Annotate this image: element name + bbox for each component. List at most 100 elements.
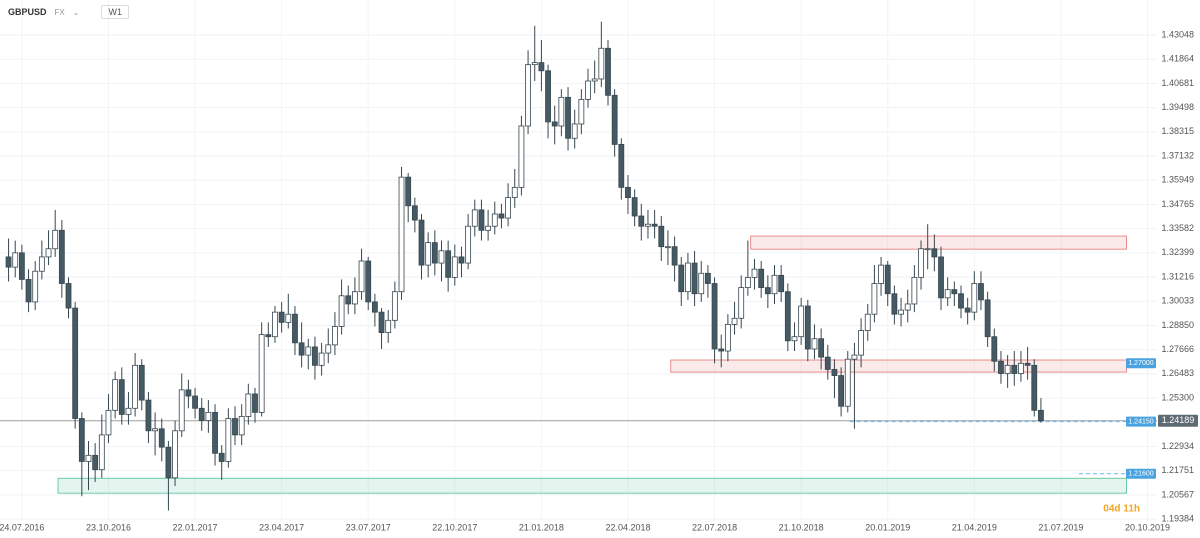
candle-body bbox=[498, 213, 505, 219]
candle-body bbox=[478, 209, 485, 231]
candle-body bbox=[332, 326, 338, 346]
y-tick-label: 1.41864 bbox=[1161, 54, 1194, 64]
candle-body bbox=[352, 291, 358, 305]
candle-body bbox=[738, 287, 745, 319]
candle-body bbox=[551, 121, 558, 127]
candle-body bbox=[878, 264, 884, 284]
bar-countdown: 04d 11h bbox=[1103, 504, 1140, 515]
candle-body bbox=[292, 313, 298, 344]
y-tick-label: 1.40681 bbox=[1161, 78, 1194, 88]
candle-body bbox=[365, 260, 372, 303]
candle-body bbox=[698, 272, 705, 295]
candle-body bbox=[378, 311, 385, 334]
y-tick-label: 1.30033 bbox=[1161, 296, 1194, 306]
x-tick-label: 21.01.2018 bbox=[519, 522, 564, 532]
candle-body bbox=[578, 99, 585, 125]
candle-body bbox=[864, 313, 871, 331]
candle-body bbox=[898, 309, 904, 315]
candle-body bbox=[518, 125, 525, 188]
candle-body bbox=[744, 276, 751, 289]
level-label-box bbox=[1126, 468, 1156, 479]
candle-body bbox=[531, 62, 538, 66]
candle-body bbox=[844, 358, 851, 407]
last-price-box bbox=[1158, 414, 1198, 427]
candle-body bbox=[245, 393, 252, 417]
market: FX bbox=[54, 7, 65, 17]
candle-body bbox=[212, 411, 218, 454]
price-zone bbox=[670, 359, 1127, 373]
x-tick-label: 21.04.2019 bbox=[952, 522, 997, 532]
y-tick-label: 1.20567 bbox=[1161, 489, 1194, 499]
candle-body bbox=[685, 262, 691, 293]
candle-body bbox=[112, 379, 119, 411]
candle-body bbox=[851, 354, 858, 360]
price-zone bbox=[57, 477, 1127, 494]
candle-body bbox=[771, 274, 778, 295]
candle-body bbox=[984, 299, 991, 338]
y-tick-label: 1.27666 bbox=[1161, 344, 1194, 354]
candle-body bbox=[991, 336, 998, 362]
symbol[interactable]: GBPUSD bbox=[8, 7, 47, 17]
candle-body bbox=[465, 225, 472, 264]
candle-body bbox=[724, 324, 731, 352]
candle-body bbox=[425, 242, 432, 266]
candle-body bbox=[758, 268, 765, 289]
y-tick-label: 1.37132 bbox=[1161, 150, 1194, 160]
candle-body bbox=[218, 452, 225, 462]
candle-body bbox=[238, 416, 245, 436]
y-tick-label: 1.21751 bbox=[1161, 465, 1194, 475]
candle-body bbox=[791, 336, 798, 342]
candle-body bbox=[98, 434, 105, 471]
candle-body bbox=[232, 418, 238, 436]
candle-body bbox=[431, 242, 438, 264]
candle-body bbox=[1038, 409, 1044, 422]
candle-body bbox=[645, 223, 651, 227]
level-label-box bbox=[1126, 358, 1156, 369]
candle-body bbox=[451, 256, 458, 278]
candle-body bbox=[32, 270, 39, 303]
candle-body bbox=[565, 96, 571, 139]
candle-body bbox=[705, 272, 711, 284]
candle-body bbox=[272, 311, 278, 338]
x-tick-label: 23.04.2017 bbox=[259, 522, 304, 532]
candle-body bbox=[165, 446, 172, 479]
candle-body bbox=[918, 248, 924, 278]
candle-body bbox=[1004, 364, 1011, 374]
candle-body bbox=[145, 399, 152, 432]
candle-body bbox=[571, 123, 578, 139]
candle-body bbox=[305, 346, 312, 356]
candle-body bbox=[711, 283, 718, 350]
candle-body bbox=[798, 305, 805, 338]
y-tick-label: 1.38315 bbox=[1161, 126, 1194, 136]
level-label: 1.27000 bbox=[1128, 360, 1153, 367]
candle-body bbox=[18, 252, 25, 280]
candle-body bbox=[625, 186, 631, 198]
candle-body bbox=[1018, 362, 1024, 374]
candle-body bbox=[651, 223, 658, 227]
candle-body bbox=[205, 411, 212, 421]
candle-body bbox=[971, 283, 978, 313]
candle-body bbox=[998, 360, 1004, 374]
candle-body bbox=[345, 295, 352, 305]
x-tick-label: 21.07.2019 bbox=[1038, 522, 1083, 532]
x-tick-label: 21.10.2018 bbox=[779, 522, 824, 532]
candle-body bbox=[938, 256, 944, 299]
candle-body bbox=[558, 96, 565, 127]
dropdown-arrow[interactable]: ⌄ bbox=[72, 7, 80, 17]
y-tick-label: 1.19384 bbox=[1161, 513, 1194, 523]
candle-body bbox=[471, 209, 478, 227]
candle-body bbox=[491, 213, 498, 227]
x-tick-label: 20.01.2019 bbox=[865, 522, 910, 532]
candle-body bbox=[818, 338, 825, 358]
candle-body bbox=[665, 246, 671, 249]
timeframe[interactable]: W1 bbox=[101, 5, 129, 19]
candle-body bbox=[411, 205, 418, 221]
candle-body bbox=[85, 454, 92, 462]
candle-body bbox=[92, 454, 99, 471]
candle-body bbox=[298, 342, 305, 356]
y-tick-label: 1.22934 bbox=[1161, 441, 1194, 451]
candle-body bbox=[391, 291, 398, 321]
candle-body bbox=[931, 248, 938, 258]
candle-body bbox=[458, 256, 465, 264]
